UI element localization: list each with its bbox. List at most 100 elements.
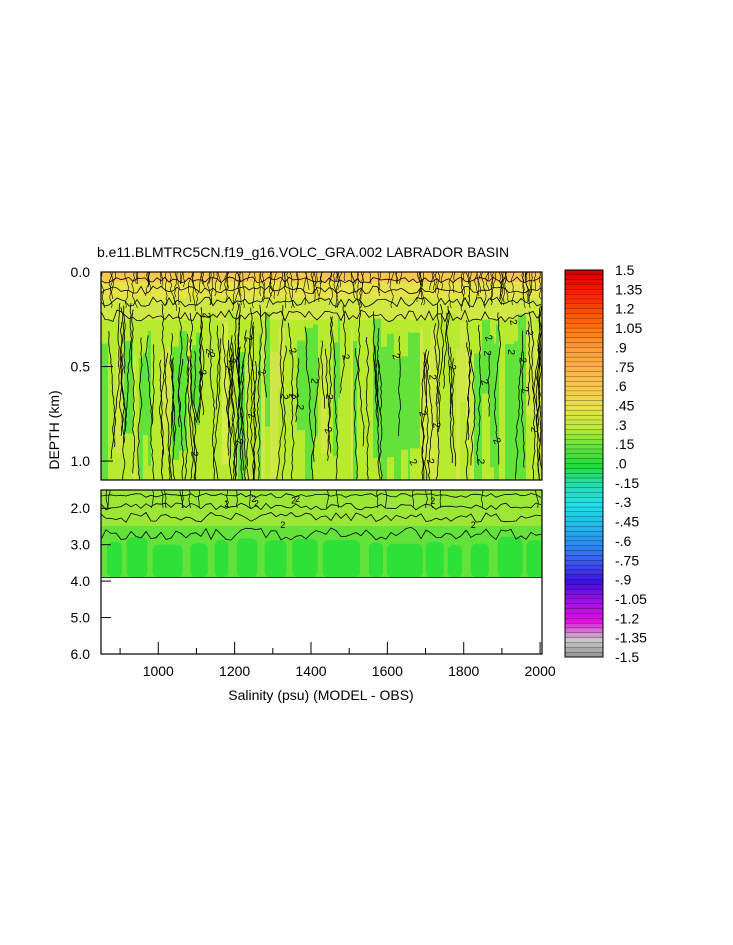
- colorbar-segment: [564, 424, 604, 431]
- contour-label: 2: [200, 312, 211, 319]
- vertical-contour: [233, 346, 241, 480]
- colorbar-segment: [564, 506, 604, 513]
- streak-fill: [394, 358, 401, 480]
- deep-block-fill: [470, 543, 489, 578]
- streak-fill: [490, 335, 494, 468]
- deep-contour: [179, 490, 184, 509]
- vertical-contour: [177, 307, 183, 428]
- colorbar-label: .9: [615, 339, 627, 355]
- colorbar-label: -.45: [615, 514, 639, 530]
- colorbar-segment: [564, 366, 604, 373]
- contour-label: 2: [288, 392, 300, 400]
- streak-fill: [348, 358, 351, 457]
- vertical-contour: [196, 326, 203, 423]
- surface-contour: [527, 272, 532, 303]
- colorbar-label: 1.2: [615, 301, 635, 317]
- contour-label: 2: [280, 520, 285, 530]
- colorbar-segment: [564, 492, 604, 498]
- streak-fill: [148, 330, 151, 467]
- contour-label: 2: [255, 368, 267, 378]
- colorbar-segment: [564, 632, 604, 639]
- surface-contour: [487, 272, 490, 282]
- vertical-contour: [125, 303, 133, 432]
- vertical-contour: [137, 337, 143, 480]
- vertical-contour: [476, 324, 482, 466]
- vertical-contour: [493, 312, 502, 465]
- chart-title: b.e11.BLMTRC5CN.f19_g16.VOLC_GRA.002 LAB…: [97, 244, 509, 260]
- colorbar-label: .15: [615, 436, 635, 452]
- surface-contour: [191, 272, 196, 312]
- colorbar-segment: [564, 415, 604, 421]
- surface-contour: [395, 272, 398, 285]
- surface-contour: [351, 272, 356, 300]
- streak-fill: [474, 353, 482, 480]
- vertical-contour: [372, 311, 378, 404]
- upper-panel-frame: [100, 271, 543, 481]
- contour-label: 2: [407, 458, 420, 468]
- streak-fill: [285, 344, 289, 480]
- surface-contour: [182, 272, 186, 288]
- vertical-contour: [426, 351, 434, 480]
- surface-contour: [510, 272, 515, 306]
- surface-contour: [201, 272, 204, 285]
- surface-contour: [440, 272, 444, 291]
- vertical-contour: [373, 358, 379, 427]
- contour-label: 2: [322, 426, 335, 436]
- contour-label: 2: [226, 357, 239, 367]
- streak-fill: [401, 356, 408, 450]
- contour-label: 2: [339, 353, 351, 361]
- colorbar-segment: [564, 560, 604, 566]
- colorbar-segment: [564, 371, 604, 377]
- surface-contour: [398, 272, 402, 285]
- vertical-contour: [119, 321, 127, 480]
- colorbar-segment: [564, 381, 604, 387]
- colorbar-segment: [564, 545, 604, 552]
- streak-fill: [261, 323, 265, 480]
- deep-contour: [107, 490, 111, 509]
- surface-contour: [333, 272, 338, 309]
- colorbar-segment: [564, 376, 604, 382]
- vertical-contour: [325, 348, 331, 461]
- vertical-contour: [186, 356, 194, 480]
- vertical-contour: [193, 351, 197, 428]
- colorbar-segment: [564, 623, 604, 629]
- vertical-contour: [437, 304, 445, 433]
- deep-block-fill: [425, 541, 444, 578]
- vertical-contour: [527, 321, 531, 406]
- vertical-contour: [442, 312, 448, 389]
- colorbar-segment: [564, 579, 604, 585]
- streak-fill: [289, 344, 297, 480]
- colorbar-segment: [564, 477, 604, 484]
- colorbar-label: .75: [615, 359, 635, 375]
- colorbar-segment: [564, 468, 604, 474]
- colorbar-frame: [564, 269, 604, 658]
- y-axis-lower: 2.0 3.0 4.0 5.0 6.0: [71, 500, 111, 662]
- y-axis-label: DEPTH (km): [46, 390, 62, 469]
- contour-label: 2: [516, 357, 527, 363]
- deep-contour: [335, 490, 339, 509]
- y-tick-label: 5.0: [71, 610, 91, 626]
- surface-contour: [356, 272, 360, 306]
- x-tick-label: 1800: [448, 663, 479, 679]
- vertical-contour: [320, 340, 326, 409]
- contour-label: 2: [507, 318, 519, 326]
- colorbar-segment: [564, 405, 604, 411]
- surface-contour: [500, 272, 504, 306]
- colorbar-segment: [564, 642, 604, 648]
- streak-fill: [200, 338, 209, 480]
- contour-label: 2: [471, 520, 476, 530]
- surface-contour: [295, 272, 299, 291]
- horizontal-contour: [101, 276, 542, 284]
- vertical-contour: [436, 304, 441, 405]
- colorbar-segment: [564, 274, 604, 281]
- colorbar-label: -.9: [615, 572, 632, 588]
- surface-contour: [159, 272, 162, 285]
- colorbar-segment: [564, 337, 604, 343]
- streak-fill: [139, 357, 143, 480]
- surface-contour: [369, 272, 372, 285]
- surface-contour: [499, 272, 507, 300]
- surface-contour: [315, 272, 320, 297]
- colorbar-segment: [564, 332, 604, 339]
